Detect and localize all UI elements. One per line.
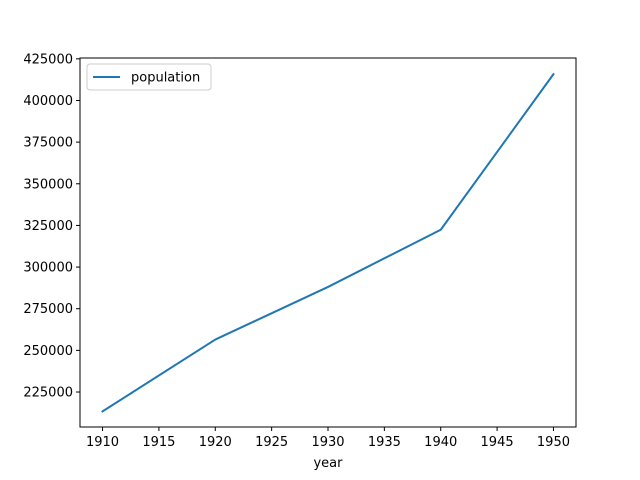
y-tick-label: 250000 — [23, 344, 73, 359]
x-tick-label: 1915 — [142, 435, 175, 450]
x-tick-label: 1930 — [311, 435, 344, 450]
y-tick-label: 350000 — [23, 177, 73, 192]
y-tick-label: 325000 — [23, 219, 73, 234]
legend-box — [86, 63, 212, 91]
x-tick-label: 1940 — [424, 435, 457, 450]
series-line-population — [101, 72, 555, 413]
legend-label: population — [131, 71, 200, 86]
axes: 1910 1915 1920 1925 1930 1935 1940 1945 1950 2250… — [23, 52, 577, 471]
plot-area — [101, 72, 555, 413]
x-tick-label: 1910 — [86, 435, 119, 450]
y-tick-label: 400000 — [23, 94, 73, 109]
legend: population — [86, 63, 212, 91]
x-tick-label: 1945 — [481, 435, 514, 450]
y-tick-label: 275000 — [23, 302, 73, 317]
y-tick-label: 225000 — [23, 386, 73, 401]
y-tick-label: 300000 — [23, 261, 73, 276]
x-tick-label: 1935 — [368, 435, 401, 450]
y-tick-label: 425000 — [23, 52, 73, 67]
y-tick-label: 375000 — [23, 136, 73, 151]
x-tick-label: 1925 — [255, 435, 288, 450]
x-tick-label: 1950 — [537, 435, 570, 450]
x-axis-label: year — [313, 456, 343, 471]
x-tick-label: 1920 — [199, 435, 232, 450]
